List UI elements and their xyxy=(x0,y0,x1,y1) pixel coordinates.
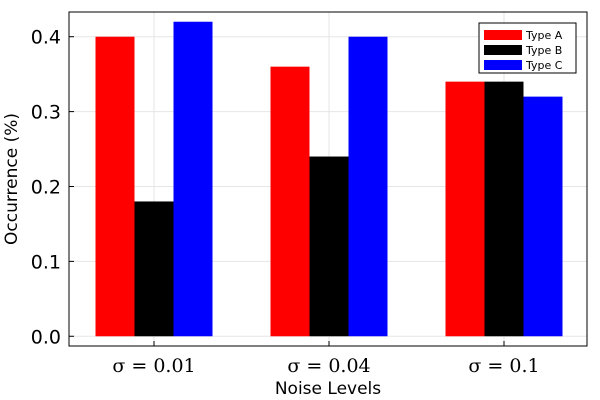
x-tick-label: σ = 0.01 xyxy=(112,355,195,377)
bar-type-b xyxy=(134,201,174,337)
y-tick-label: 0.1 xyxy=(31,251,61,273)
x-axis-ticks: σ = 0.01 σ = 0.04 σ = 0.1 xyxy=(112,341,540,377)
bar-type-c xyxy=(523,96,563,337)
legend-swatch xyxy=(484,60,522,70)
x-axis-label: Noise Levels xyxy=(275,379,381,399)
y-axis-label: Occurrence (%) xyxy=(2,113,22,245)
bar-type-b xyxy=(484,81,524,337)
bar-type-a xyxy=(270,66,310,337)
legend-label: Type C xyxy=(525,59,563,72)
bar-type-c xyxy=(173,21,213,337)
y-tick-label: 0.4 xyxy=(31,27,61,49)
plot-frame xyxy=(68,11,588,347)
legend-label: Type B xyxy=(525,44,562,57)
y-tick-label: 0.3 xyxy=(31,102,61,124)
legend: Type A Type B Type C xyxy=(478,22,577,74)
x-tick-label: σ = 0.1 xyxy=(468,355,539,377)
bar-type-b xyxy=(309,156,349,337)
bars xyxy=(95,21,563,337)
legend-swatch xyxy=(484,30,522,40)
bar-type-c xyxy=(348,36,388,337)
y-tick-label: 0.0 xyxy=(31,326,61,348)
legend-items: Type A Type B Type C xyxy=(484,29,563,72)
x-tick-label: σ = 0.04 xyxy=(287,355,370,377)
y-axis-ticks: 0.0 0.1 0.2 0.3 0.4 xyxy=(31,27,74,348)
y-tick-label: 0.2 xyxy=(31,176,61,198)
legend-swatch xyxy=(484,45,522,55)
legend-label: Type A xyxy=(525,29,563,42)
bar-type-a xyxy=(445,81,485,337)
bar-type-a xyxy=(95,36,135,337)
